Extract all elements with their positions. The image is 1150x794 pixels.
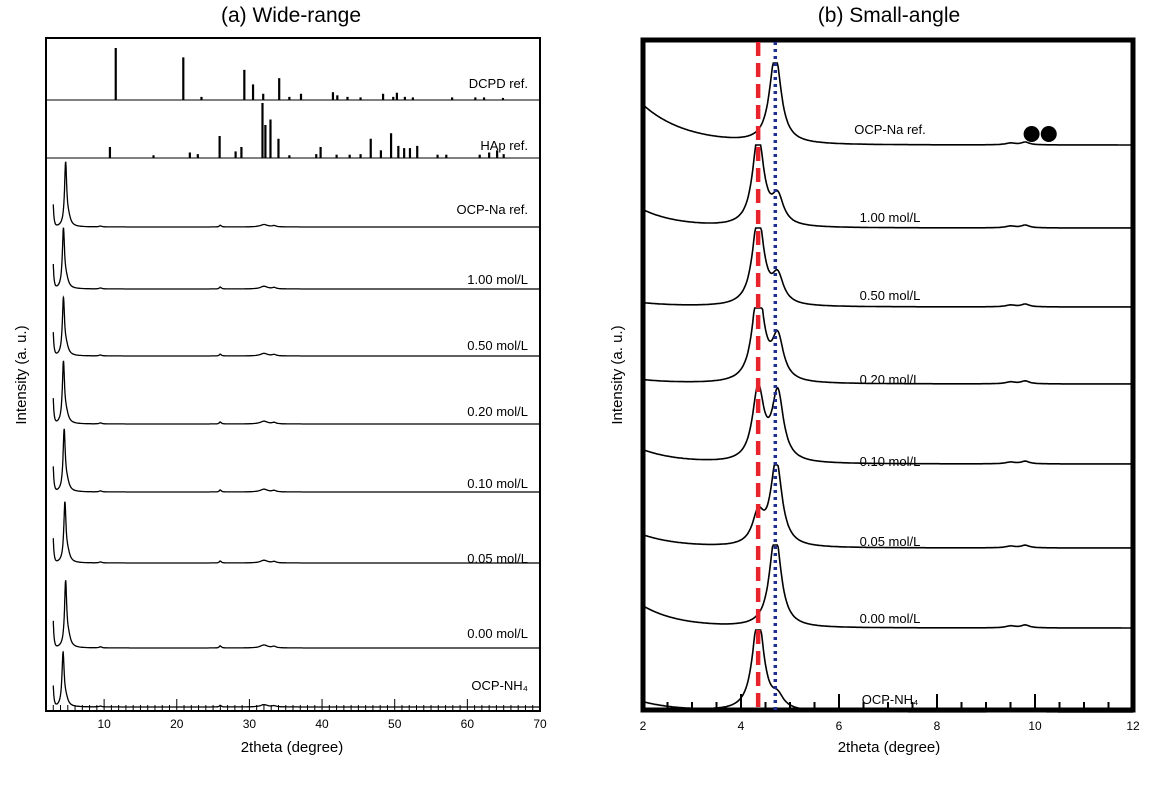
- x-tick-label: 4: [738, 719, 745, 733]
- series-label: 0.10 mol/L: [467, 476, 528, 491]
- series-label: 1.00 mol/L: [467, 272, 528, 287]
- series-label: 0.20 mol/L: [860, 372, 921, 387]
- x-tick-label: 20: [170, 717, 184, 731]
- x-tick-label: 12: [1126, 719, 1140, 733]
- panel-a-plot: 10 20 30 40 50 60 70 DCPD ref. HAp ref. OCP-Na re…: [46, 48, 547, 731]
- x-tick-label: 70: [533, 717, 547, 731]
- series-line: [52, 227, 540, 290]
- series-line: [642, 629, 1133, 713]
- series-line: [642, 144, 1134, 229]
- series-label: 0.50 mol/L: [860, 288, 921, 303]
- series-line: [642, 307, 1133, 385]
- series-label: DCPD ref.: [469, 76, 528, 91]
- series-label: 0.00 mol/L: [860, 611, 921, 626]
- x-tick-label: 2: [640, 719, 647, 733]
- panel-a-title: (a) Wide-range: [221, 4, 361, 27]
- panel-a-xlabel: 2theta (degree): [241, 739, 344, 756]
- panel-a-frame: [45, 37, 541, 712]
- peak-marker: [1040, 126, 1057, 142]
- series-line: [52, 501, 540, 564]
- series-label: 1.00 mol/L: [860, 210, 921, 225]
- series-line: [52, 161, 540, 228]
- panel-b-xlabel: 2theta (degree): [838, 739, 941, 756]
- series-line: [52, 360, 540, 425]
- panel-a-ylabel: Intensity (a. u.): [13, 325, 30, 424]
- peak-marker: [1023, 126, 1040, 142]
- x-tick-label: 8: [934, 719, 941, 733]
- x-tick-label: 30: [243, 717, 257, 731]
- panel-b-plot: 2 4 6 8 10 12 OCP-Na ref. 1.00 mol/L 0.50 mol/L 0…: [640, 42, 1140, 733]
- series-label: OCP-NH₄: [862, 692, 919, 707]
- series-line: [642, 544, 1133, 629]
- series-label: 0.20 mol/L: [467, 404, 528, 419]
- series-label: 0.05 mol/L: [467, 551, 528, 566]
- series-line: [642, 62, 1133, 146]
- series-line: [52, 650, 540, 708]
- x-tick-label: 10: [97, 717, 111, 731]
- series-label: OCP-Na ref.: [854, 122, 926, 137]
- series-line: [52, 295, 540, 357]
- series-label: OCP-NH₄: [471, 678, 528, 693]
- panel-b-title: (b) Small-angle: [818, 4, 960, 27]
- x-tick-label: 10: [1028, 719, 1042, 733]
- series-label: 0.10 mol/L: [860, 454, 921, 469]
- series-label: 0.50 mol/L: [467, 338, 528, 353]
- x-tick-label: 50: [388, 717, 402, 731]
- series-label: 0.05 mol/L: [860, 534, 921, 549]
- series-line: [642, 384, 1133, 465]
- x-tick-label: 6: [836, 719, 843, 733]
- x-tick-label: 60: [461, 717, 475, 731]
- x-tick-label: 40: [315, 717, 329, 731]
- series-line: [52, 580, 540, 649]
- series-label: 0.00 mol/L: [467, 626, 528, 641]
- series-line: [642, 227, 1134, 308]
- series-label: OCP-Na ref.: [456, 202, 528, 217]
- series-line: [52, 428, 540, 493]
- series-label: HAp ref.: [480, 138, 528, 153]
- panel-b-ylabel: Intensity (a. u.): [609, 325, 626, 424]
- series-line: [642, 464, 1133, 549]
